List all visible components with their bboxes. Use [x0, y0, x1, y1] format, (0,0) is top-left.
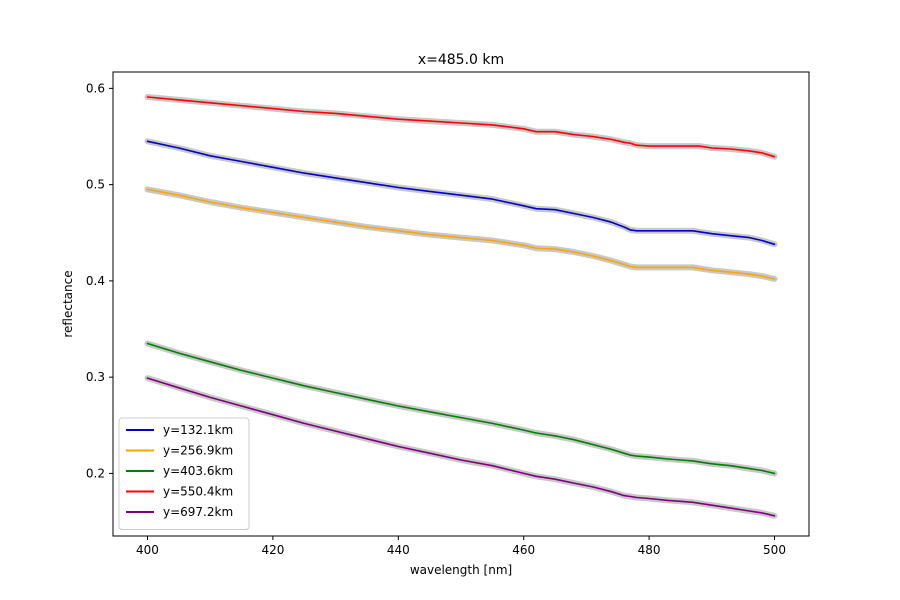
series-lines [146, 96, 776, 517]
x-tick-label: 400 [136, 543, 159, 557]
legend-label: y=132.1km [163, 423, 233, 437]
plot-frame [112, 71, 810, 537]
x-tick-label: 440 [387, 543, 410, 557]
legend-label: y=550.4km [163, 485, 233, 499]
x-tick-label: 480 [638, 543, 661, 557]
series-line-1 [146, 140, 776, 246]
y-tick-label: 0.3 [86, 370, 105, 384]
y-axis-ticks: 0.2 0.3 0.4 0.5 0.6 [86, 81, 113, 480]
x-tick-label: 460 [512, 543, 535, 557]
y-tick-label: 0.6 [86, 81, 105, 95]
series-band-2 [144, 186, 778, 282]
y-tick-label: 0.5 [86, 178, 105, 192]
x-axis-label: wavelength [nm] [410, 563, 512, 577]
y-tick-label: 0.2 [86, 466, 105, 480]
y-axis-label: reflectance [61, 270, 75, 337]
series-line-4 [146, 96, 776, 158]
x-axis-ticks: 400 420 440 460 480 500 [136, 536, 786, 557]
chart-title: x=485.0 km [418, 52, 504, 68]
legend-label: y=256.9km [163, 444, 233, 458]
x-tick-label: 500 [763, 543, 786, 557]
series-band-1 [144, 138, 778, 248]
series-line-5 [146, 377, 776, 517]
legend-label: y=697.2km [163, 505, 233, 519]
series-line-3 [146, 342, 776, 475]
legend: y=132.1km y=256.9km y=403.6km y=550.4km y=69… [118, 417, 250, 530]
legend-label: y=403.6km [163, 464, 233, 478]
legend-box [118, 417, 250, 530]
y-tick-label: 0.4 [86, 274, 105, 288]
x-tick-label: 420 [261, 543, 284, 557]
series-line-2 [146, 188, 776, 280]
